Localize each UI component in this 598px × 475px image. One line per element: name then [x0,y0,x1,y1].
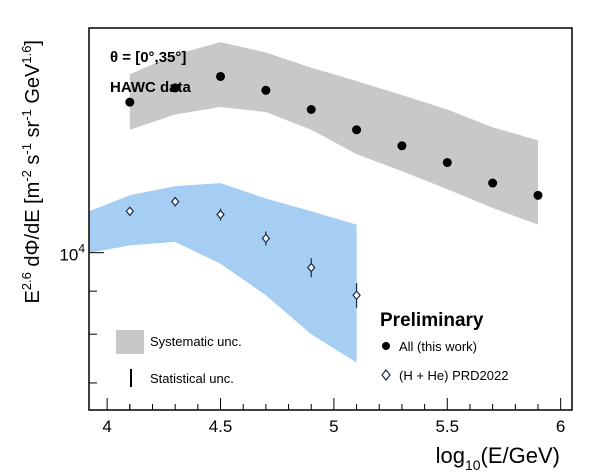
point-all [170,83,180,93]
point-all [306,104,316,114]
x-axis-label: log10(E/GeV) [436,443,560,473]
x-tick-label: 5 [329,417,338,436]
data-points [125,71,543,308]
preliminary-annotation: Preliminary [380,310,484,331]
axis-ticks: 4 4.5 5 5.5 6 104 [59,242,565,436]
hawc-data-annotation: HAWC data [110,79,191,96]
x-tick-label: 5.5 [435,417,459,436]
x-tick-label: 6 [556,417,565,436]
theta-annotation: θ = [0°,35°] [110,49,186,66]
point-hhe [125,206,135,217]
point-all [488,178,498,188]
point-all [352,125,362,135]
y-axis-label: E2.6 dΦ/dE [m-2 s-1 sr-1 GeV1.6] [19,40,44,304]
point-all [261,85,271,95]
point-all [125,97,135,107]
point-all [397,141,407,151]
systematic-band-all [129,42,539,225]
legend-all-marker [382,342,390,350]
y-tick-label: 104 [59,242,85,265]
point-hhe [216,209,225,220]
legend: Systematic unc. Statistical unc. All (th… [116,330,508,387]
point-hhe [261,233,271,244]
legend-systematic-label: Systematic unc. [150,334,242,349]
plot-frame [88,27,573,411]
point-hhe [352,290,361,301]
legend-statistical-label: Statistical unc. [150,371,234,386]
legend-systematic-swatch [116,330,144,354]
point-all [216,71,226,81]
legend-all-label: All (this work) [399,339,477,354]
point-all [533,190,543,200]
x-tick-label: 4 [102,417,111,436]
point-hhe [306,262,316,273]
uncertainty-bands [89,42,539,363]
systematic-band-hhe [89,183,357,363]
legend-hhe-marker [381,369,391,381]
point-all [442,158,452,168]
x-tick-label: 4.5 [209,417,233,436]
point-hhe [170,196,180,207]
legend-hhe-label: (H + He) PRD2022 [399,368,508,383]
